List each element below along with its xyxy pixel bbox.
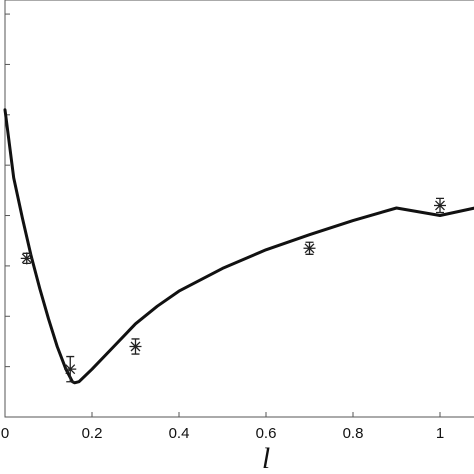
data-point: [20, 252, 33, 265]
data-point: [64, 355, 77, 383]
data-point: [434, 197, 446, 214]
x-tick-label: 0.8: [343, 425, 364, 442]
asterisk-marker: [64, 355, 77, 383]
x-tick-label: 0.6: [256, 425, 277, 442]
data-point: [129, 338, 142, 355]
x-tick-label: 0.4: [169, 425, 190, 442]
x-tick-label: 1: [436, 425, 444, 442]
x-tick-label: 0: [1, 425, 9, 442]
series-line: [3, 108, 474, 385]
series-markers: [20, 197, 446, 383]
asterisk-marker: [434, 197, 446, 214]
data-point: [303, 241, 316, 255]
asterisk-marker: [129, 338, 142, 355]
plot-frame: [4, 0, 474, 418]
asterisk-marker: [20, 252, 33, 265]
axis-ticks: [4, 13, 441, 417]
x-tick-label: 0.2: [82, 425, 103, 442]
x-axis-label: l: [262, 442, 270, 474]
asterisk-marker: [303, 241, 316, 255]
x-tick-labels: 0 0.2 0.4 0.6 0.8 1: [1, 425, 444, 442]
